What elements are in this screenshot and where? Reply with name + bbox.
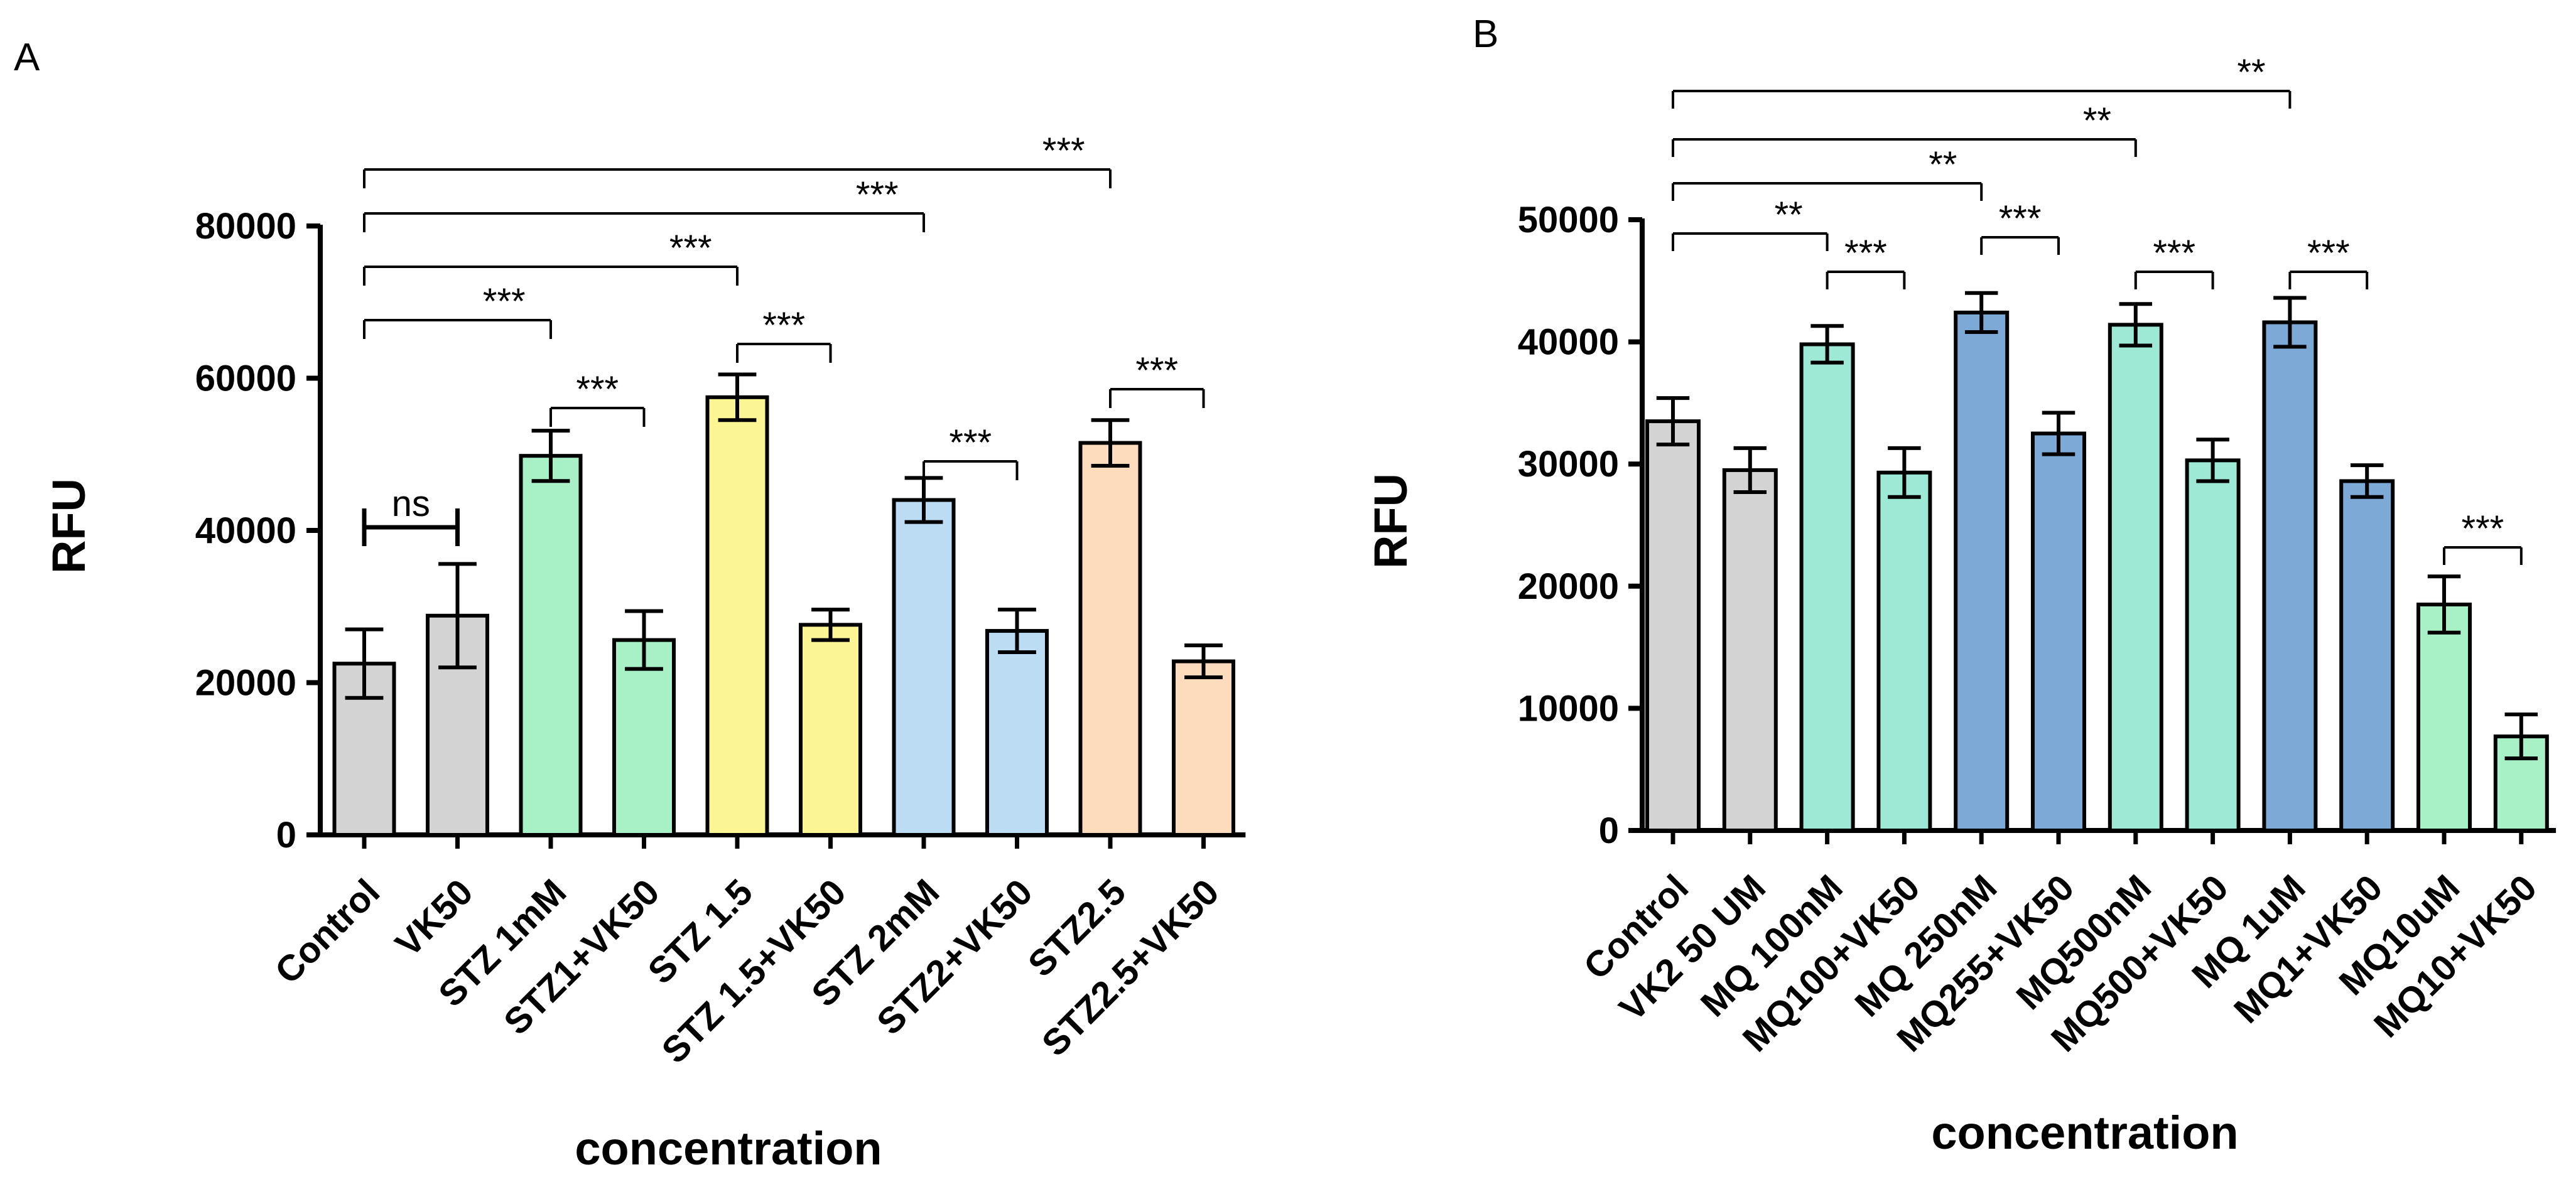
panel-a-significance-bracket: *** xyxy=(363,228,739,286)
panel-a-significance-bracket: *** xyxy=(1109,350,1205,408)
panel-b-y-tick-label: 0 xyxy=(1599,810,1619,851)
panel-a-significance-bracket: *** xyxy=(363,175,925,232)
panel-a-error-bar xyxy=(998,608,1036,654)
panel-a-significance-bracket: *** xyxy=(549,369,646,427)
panel-a-significance-bracket: ns xyxy=(362,483,460,546)
panel-a-error-bar xyxy=(531,429,570,483)
panel-a-bar xyxy=(985,629,1049,837)
panel-b-bar xyxy=(2031,431,2086,832)
panel-b-significance-bracket: ** xyxy=(1672,52,2292,109)
panel-a-letter: A xyxy=(14,36,40,79)
panel-a-bar xyxy=(519,454,583,837)
panel-a-error-bar xyxy=(811,608,850,642)
panel-b-significance-bracket: ** xyxy=(1672,195,1829,251)
panel-b-significance-label: *** xyxy=(2307,233,2350,274)
panel-b-significance-label: ** xyxy=(1929,144,1957,185)
panel-b-error-bar xyxy=(2427,574,2461,635)
panel-a-significance-label: *** xyxy=(669,228,712,269)
panel-a-y-tick-label: 40000 xyxy=(195,510,296,551)
panel-b-significance-label: ** xyxy=(1775,195,1803,235)
panel-a-y-tick-label: 0 xyxy=(276,815,296,856)
panel-b-error-bar xyxy=(1656,396,1690,447)
panel-a-significance-label: *** xyxy=(762,305,805,346)
panel-a-x-axis-title: concentration xyxy=(575,1122,882,1174)
panel-b-y-tick-label: 10000 xyxy=(1518,688,1619,729)
panel-a-bar xyxy=(892,498,956,837)
panel-b-error-bar xyxy=(2196,438,2229,483)
panel-a-significance-bracket: *** xyxy=(363,281,552,339)
panel-a-y-tick-label: 60000 xyxy=(195,358,296,399)
panel-a-bar xyxy=(705,395,769,837)
panel-a-significance-label: ns xyxy=(392,483,430,524)
panel-a-significance-bracket: *** xyxy=(736,305,832,363)
panel-a-significance-bracket: *** xyxy=(923,422,1019,480)
panel-a-error-bar xyxy=(345,627,384,700)
panel-b-significance-bracket: *** xyxy=(2288,233,2369,289)
panel-b-bar xyxy=(1876,470,1932,832)
panel-b-significance-label: *** xyxy=(2153,233,2195,274)
panel-a-y-tick-label: 80000 xyxy=(195,206,296,247)
panel-a-significance-label: *** xyxy=(483,281,526,322)
panel-b-letter: B xyxy=(1473,13,1498,56)
panel-b-significance-label: ** xyxy=(2237,52,2265,93)
panel-b-bar xyxy=(2416,602,2472,832)
panel-a-error-bar xyxy=(1184,643,1223,680)
panel-b-significance-bracket: *** xyxy=(2443,508,2523,565)
panel-b-error-bar xyxy=(2350,463,2384,499)
panel-b-y-axis-title: RFU xyxy=(1365,473,1417,569)
panel-b-bar xyxy=(2185,458,2241,832)
panel-b-bar xyxy=(1954,310,2010,832)
panel-b-y-tick-label: 40000 xyxy=(1518,322,1619,363)
panel-b-error-bar xyxy=(2042,411,2075,456)
panel-b-bar xyxy=(1799,342,1855,832)
panel-b-significance-bracket: *** xyxy=(1826,233,1906,289)
panel-b-bar xyxy=(2493,734,2549,832)
panel-a-category-label: Control xyxy=(267,871,387,992)
panel-a-significance-bracket: *** xyxy=(363,131,1112,188)
panel-b-significance-bracket: *** xyxy=(1980,198,2060,255)
panel-b-significance-bracket: *** xyxy=(2134,233,2214,289)
panel-b-x-axis-title: concentration xyxy=(1931,1107,2238,1159)
panel-b-significance-bracket: ** xyxy=(1672,100,2137,157)
panel-b-error-bar xyxy=(2273,296,2307,349)
panel-b-error-bar xyxy=(1733,446,1767,494)
panel-b-bar xyxy=(2108,323,2163,832)
panel-b-error-bar xyxy=(1964,291,1998,335)
panel-b-y-tick-label: 50000 xyxy=(1518,200,1619,240)
panel-a-significance-label: *** xyxy=(576,369,619,410)
panel-b-significance-label: ** xyxy=(2083,100,2111,141)
panel-a-significance-label: *** xyxy=(949,422,992,463)
panel-b-y-tick-label: 20000 xyxy=(1518,566,1619,607)
panel-a-significance-label: *** xyxy=(856,175,899,215)
panel-a-bar xyxy=(1078,441,1142,837)
panel-a-error-bar xyxy=(718,372,757,422)
panel-a-y-axis-title: RFU xyxy=(43,478,95,574)
panel-a-error-bar xyxy=(625,609,663,671)
panel-b-error-bar xyxy=(2504,712,2538,761)
panel-b-error-bar xyxy=(1810,324,1844,365)
panel-a-significance-label: *** xyxy=(1042,131,1085,171)
panel-b-significance-bracket: ** xyxy=(1672,144,1983,201)
panel-b-chart: B RFU concentration 0 10000 20000 30000 4000… xyxy=(1365,13,2557,1159)
panel-b-significance-label: *** xyxy=(2462,508,2504,549)
panel-b-error-bar xyxy=(1888,446,1921,499)
panel-a-y-tick-label: 20000 xyxy=(195,663,296,704)
panel-b-significance-label: *** xyxy=(1844,233,1887,274)
panel-a-bar xyxy=(1172,659,1235,837)
panel-a-error-bar xyxy=(438,562,477,670)
panel-b-error-bar xyxy=(2119,302,2153,348)
panel-a-bar xyxy=(799,623,862,837)
panel-a-error-bar xyxy=(1091,418,1130,468)
panel-b-significance-label: *** xyxy=(1999,198,2042,239)
panel-b-bar xyxy=(2262,320,2318,832)
panel-b-bar xyxy=(1645,419,1701,832)
panel-b-bar xyxy=(2339,479,2395,832)
panel-b-bar xyxy=(1722,468,1778,832)
panel-a-significance-label: *** xyxy=(1135,350,1178,391)
panel-b-y-tick-label: 30000 xyxy=(1518,444,1619,485)
panel-a-chart: A RFU concentration 0 20000 40000 60000 8000… xyxy=(14,36,1246,1174)
